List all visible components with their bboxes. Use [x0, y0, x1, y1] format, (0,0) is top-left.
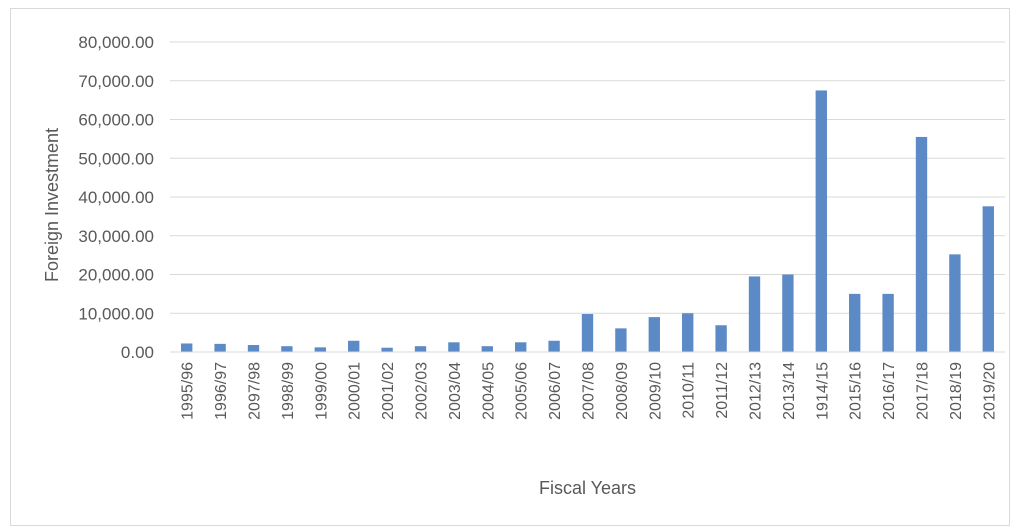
x-tick-label: 2017/18 [915, 362, 932, 420]
x-axis-title: Fiscal Years [539, 478, 636, 498]
x-tick-label: 2013/14 [781, 362, 798, 420]
x-tick-label: 2097/98 [247, 362, 264, 420]
y-tick-label: 10,000.00 [78, 304, 154, 323]
bars [181, 90, 994, 352]
bar-2002-03 [414, 346, 427, 352]
bar-1914-15 [815, 90, 827, 352]
bar-2008-09 [615, 328, 627, 352]
bar-2010-11 [682, 313, 694, 352]
x-tick-label: 2015/16 [848, 362, 865, 420]
chart-frame [10, 8, 1010, 526]
x-tick-label: 2019/20 [981, 362, 998, 420]
x-tick-label: 1995/96 [180, 362, 197, 420]
y-tick-label: 60,000.00 [78, 111, 154, 130]
bar-2015-16 [849, 293, 861, 352]
x-tick-label: 1999/00 [313, 362, 330, 420]
x-tick-label: 2008/09 [614, 362, 631, 420]
bar-2018-19 [949, 254, 961, 352]
x-tick-label: 2018/19 [948, 362, 965, 420]
bar-1998-99 [281, 346, 293, 352]
bar-2007-08 [581, 314, 594, 352]
x-tick-label: 2001/02 [380, 362, 397, 420]
bar-2006-07 [548, 340, 560, 352]
x-tick-label: 2011/12 [714, 362, 731, 419]
x-tick-label: 1996/97 [213, 362, 230, 420]
x-tick-label: 2007/08 [581, 362, 598, 420]
x-tick-label: 2009/10 [647, 362, 664, 420]
x-tick-label: 2016/17 [881, 362, 898, 420]
bar-2003-04 [448, 342, 460, 352]
x-tick-label: 2004/05 [480, 362, 497, 420]
gridlines [170, 41, 1005, 314]
x-axis-ticks: 1995/96 1996/97 2097/98 1998/99 1999/00 2000/… [180, 362, 999, 420]
bar-2004-05 [481, 346, 493, 352]
bar-1999-00 [314, 347, 326, 352]
bar-1995-96 [181, 343, 193, 352]
y-tick-label: 80,000.00 [78, 33, 154, 52]
y-tick-label: 70,000.00 [78, 72, 154, 91]
bar-2016-17 [882, 293, 894, 352]
y-tick-label: 0.00 [121, 343, 154, 362]
bar-2013-14 [782, 274, 794, 352]
bar-2009-10 [648, 317, 660, 352]
y-tick-label: 40,000.00 [78, 188, 154, 207]
bar-2005-06 [515, 342, 527, 352]
x-tick-label: 2012/13 [748, 362, 765, 420]
bar-1996-97 [214, 343, 226, 352]
x-tick-label: 1998/99 [280, 362, 297, 420]
x-tick-label: 1914/15 [814, 362, 831, 420]
bar-2019-20 [982, 206, 994, 352]
y-axis-title: Foreign Investment [42, 128, 62, 282]
bar-2017-18 [915, 136, 928, 352]
x-tick-label: 2005/06 [514, 362, 531, 420]
x-tick-label: 2010/11 [681, 362, 698, 419]
bar-2012-13 [748, 276, 761, 352]
bar-2097-98 [247, 345, 260, 352]
x-tick-label: 2006/07 [547, 362, 564, 420]
y-tick-label: 30,000.00 [78, 227, 154, 246]
y-tick-label: 50,000.00 [78, 149, 154, 168]
x-tick-label: 2003/04 [447, 362, 464, 420]
y-axis-ticks: 0.00 10,000.00 20,000.00 30,000.00 40,000.00… [78, 33, 154, 362]
y-tick-label: 20,000.00 [78, 266, 154, 285]
x-tick-label: 2002/03 [414, 362, 431, 420]
bar-2011-12 [715, 325, 727, 352]
bar-2000-01 [348, 340, 360, 352]
bar-2001-02 [381, 347, 393, 352]
x-tick-label: 2000/01 [347, 362, 364, 420]
